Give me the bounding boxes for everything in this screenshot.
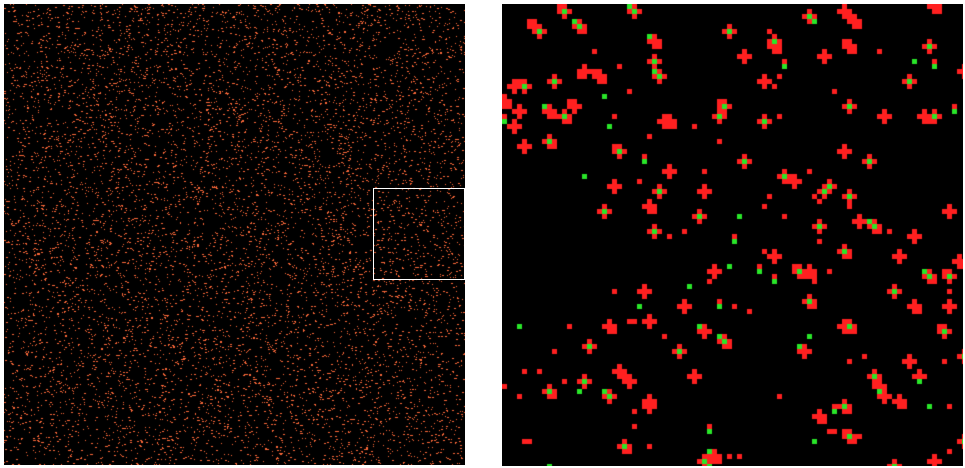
zoomed-point-field — [502, 4, 963, 466]
overview-point-field — [4, 4, 465, 465]
overview-points-canvas — [4, 4, 465, 465]
zoomed-points-canvas — [502, 4, 963, 466]
